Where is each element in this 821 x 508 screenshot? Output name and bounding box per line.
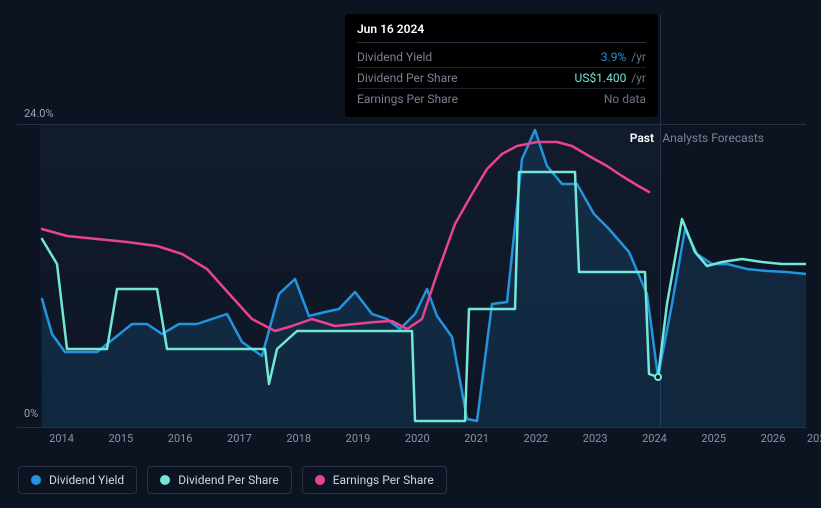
- chart-plot-area[interactable]: [17, 124, 806, 427]
- x-axis-tick: 2018: [286, 432, 311, 445]
- legend-label: Earnings Per Share: [333, 473, 434, 487]
- tooltip-row-label: Earnings Per Share: [357, 92, 604, 106]
- legend-dot-icon: [315, 475, 325, 485]
- x-axis-tick: 202: [807, 432, 821, 445]
- tooltip-date: Jun 16 2024: [357, 22, 646, 43]
- x-axis-tick: 2024: [642, 432, 667, 445]
- x-axis-tick: 2025: [701, 432, 726, 445]
- legend-label: Dividend Yield: [49, 473, 124, 487]
- legend-dividend-per-share[interactable]: Dividend Per Share: [147, 466, 292, 494]
- tooltip-row-value: 3.9% /yr: [601, 50, 646, 64]
- x-axis-tick: 2014: [49, 432, 74, 445]
- x-axis-tick: 2022: [524, 432, 549, 445]
- tooltip-row: Earnings Per ShareNo data: [357, 89, 646, 109]
- legend-dividend-yield[interactable]: Dividend Yield: [18, 466, 137, 494]
- x-axis-tick: 2021: [464, 432, 489, 445]
- tooltip-row: Dividend Per ShareUS$1.400 /yr: [357, 68, 646, 89]
- tab-past[interactable]: Past: [630, 131, 654, 145]
- tooltip-row-label: Dividend Yield: [357, 50, 601, 64]
- legend-label: Dividend Per Share: [178, 473, 279, 487]
- x-axis-tick: 2026: [761, 432, 786, 445]
- x-axis-tick: 2015: [108, 432, 133, 445]
- tab-analysts-forecasts[interactable]: Analysts Forecasts: [662, 131, 764, 145]
- legend-earnings-per-share[interactable]: Earnings Per Share: [302, 466, 447, 494]
- x-axis-tick: 2019: [346, 432, 371, 445]
- chart-bottom-gridline: [17, 427, 806, 428]
- tooltip-row-value: US$1.400 /yr: [575, 71, 646, 85]
- tooltip-row: Dividend Yield3.9% /yr: [357, 47, 646, 68]
- x-axis-tick: 2017: [227, 432, 252, 445]
- selected-point-marker: [654, 373, 662, 381]
- tooltip-row-unit: /yr: [628, 50, 646, 64]
- data-tooltip: Jun 16 2024 Dividend Yield3.9% /yrDivide…: [345, 14, 658, 117]
- x-axis-tick: 2016: [168, 432, 193, 445]
- chart-legend: Dividend Yield Dividend Per Share Earnin…: [18, 466, 447, 494]
- tooltip-row-unit: /yr: [628, 71, 646, 85]
- x-axis-tick: 2023: [583, 432, 608, 445]
- x-axis-tick: 2020: [405, 432, 430, 445]
- legend-dot-icon: [31, 475, 41, 485]
- tooltip-row-label: Dividend Per Share: [357, 71, 575, 85]
- x-axis: 2014 2015 2016 2017 2018 2019 2020 2021 2022 2023…: [40, 432, 810, 452]
- y-axis-min-label: 0%: [24, 407, 38, 420]
- y-axis-max-label: 24.0%: [24, 107, 54, 120]
- tooltip-row-value: No data: [604, 92, 646, 106]
- legend-dot-icon: [160, 475, 170, 485]
